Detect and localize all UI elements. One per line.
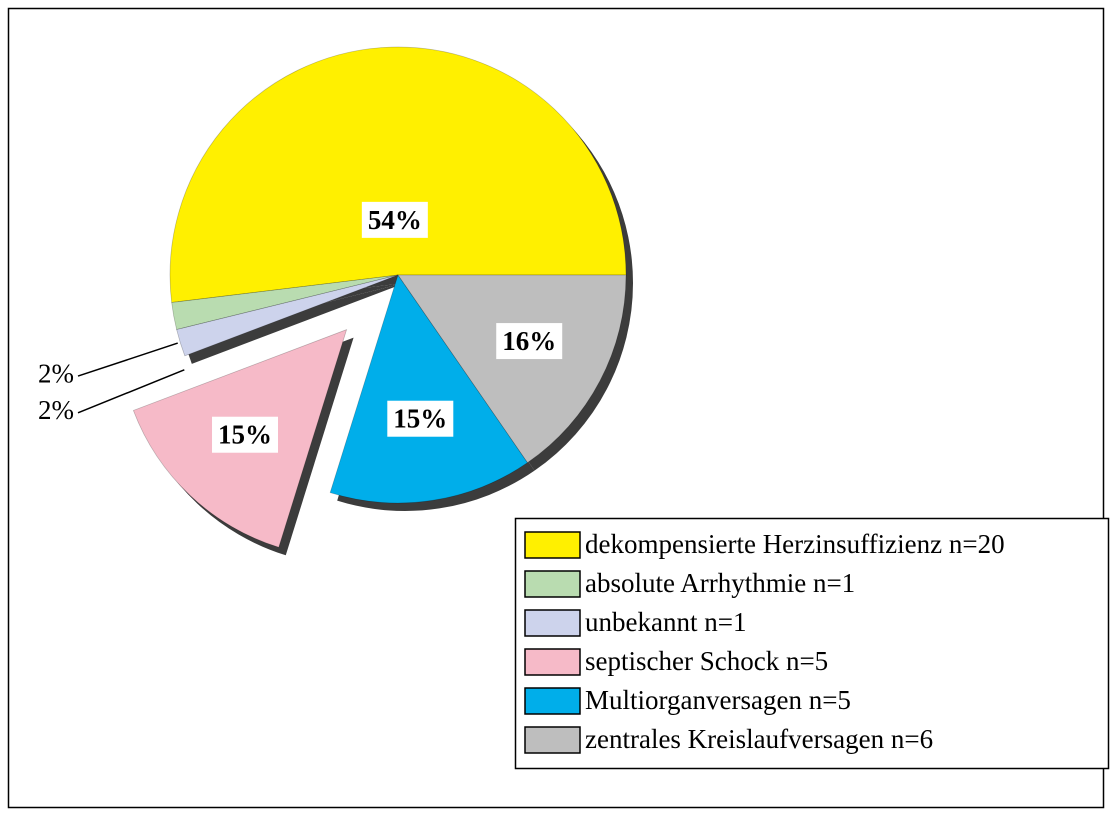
frame <box>7 7 1105 809</box>
slice <box>169 46 627 303</box>
value-label-bg <box>361 201 428 238</box>
slice <box>397 274 627 464</box>
legend-label: Multiorganversagen n=5 <box>585 685 851 715</box>
value-label: 2% <box>38 358 74 388</box>
legend-swatch <box>524 531 581 559</box>
value-label: 16% <box>502 326 556 356</box>
legend-label: zentrales Kreislaufversagen n=6 <box>585 724 933 754</box>
leader-line <box>77 369 185 414</box>
legend-label: unbekannt n=1 <box>585 607 746 637</box>
value-label: 15% <box>393 404 447 434</box>
legend-swatch <box>524 648 581 676</box>
leader-line <box>77 342 178 377</box>
legend-label: septischer Schock n=5 <box>585 646 828 676</box>
value-label: 54% <box>368 205 422 235</box>
value-label: 15% <box>218 420 272 450</box>
legend-swatch <box>524 687 581 715</box>
legend-swatch <box>524 570 581 598</box>
legend-box <box>514 517 1110 770</box>
value-label: 2% <box>38 395 74 425</box>
value-label-bg <box>212 416 279 453</box>
legend-label: absolute Arrhythmie n=1 <box>585 568 855 598</box>
slice-shadow <box>183 283 405 364</box>
value-label-bg <box>496 323 563 360</box>
legend-label: dekompensierte Herzinsuffizienz n=20 <box>585 529 1005 559</box>
slice <box>176 274 399 357</box>
slice <box>171 274 399 330</box>
slice <box>329 274 529 504</box>
value-label-bg <box>387 400 454 437</box>
legend-swatch <box>524 609 581 637</box>
legend-swatch <box>524 726 581 754</box>
